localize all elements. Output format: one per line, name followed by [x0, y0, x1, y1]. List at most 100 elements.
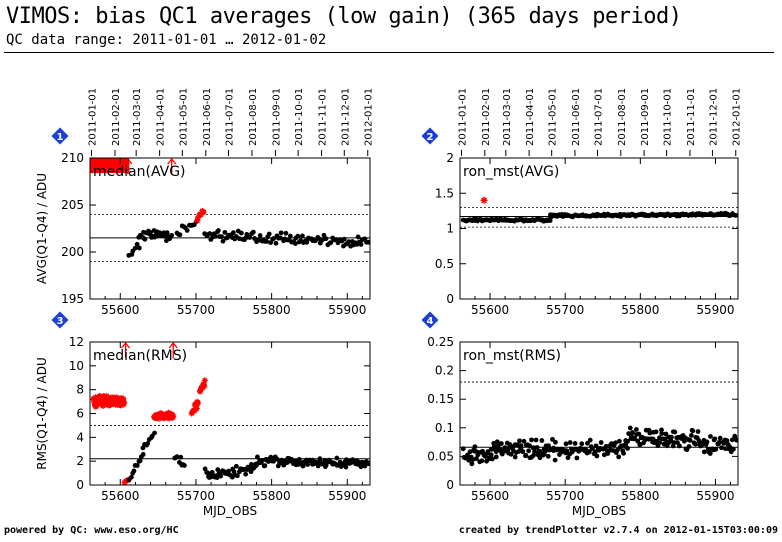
data-point — [367, 240, 372, 245]
panel-number: 1 — [57, 132, 64, 143]
x-tick-label: 55700 — [546, 303, 584, 317]
data-point — [334, 456, 339, 461]
y-tick-label: 2 — [446, 151, 454, 165]
date-tick-label: 2011-09-01 — [271, 88, 282, 146]
date-tick-label: 2011-03-01 — [132, 88, 143, 146]
data-point — [132, 469, 137, 474]
x-tick-label: 55800 — [253, 303, 291, 317]
x-tick-label: 55800 — [621, 489, 659, 503]
data-point — [708, 434, 713, 439]
y-tick-label: 1 — [446, 222, 454, 236]
data-point — [461, 446, 466, 451]
y-axis-label: AVG(Q1-Q4) / ADU — [35, 173, 49, 284]
chart-panel-2: 55600 55700 55800 55900 0 0.5 1 1.5 2 2011-01-01 2… — [422, 88, 743, 317]
data-point — [687, 444, 692, 449]
footer-created-by: created by trendPlotter v2.7.4 on 2012-0… — [459, 525, 778, 536]
date-tick-label: 2011-02-01 — [111, 88, 122, 146]
data-point — [185, 228, 190, 233]
data-point — [262, 463, 267, 468]
data-point — [137, 246, 142, 251]
data-point — [677, 444, 682, 449]
y-tick-label: 0.05 — [427, 449, 454, 463]
date-tick-label: 2011-05-01 — [548, 88, 559, 146]
date-tick-label: 2011-07-01 — [224, 88, 235, 146]
outlier-point — [481, 197, 488, 204]
data-point — [634, 427, 639, 432]
data-point — [526, 448, 531, 453]
data-point — [219, 234, 224, 239]
data-point — [725, 438, 730, 443]
x-tick-label: 55700 — [546, 489, 584, 503]
outlier-point — [121, 399, 127, 405]
data-point — [713, 447, 718, 452]
data-point — [539, 438, 544, 443]
date-tick-label: 2011-12-01 — [708, 88, 719, 146]
data-point — [304, 240, 309, 245]
data-point — [690, 428, 695, 433]
date-tick-label: 2011-10-01 — [663, 88, 674, 146]
y-tick-label: 8 — [76, 383, 84, 397]
panel-label: median(AVG) — [93, 164, 186, 180]
data-point — [152, 431, 157, 436]
y-tick-label: 0.1 — [435, 421, 454, 435]
x-axis-label: MJD_OBS — [203, 504, 257, 518]
y-tick-label: 0 — [76, 478, 84, 492]
x-axis-label: MJD_OBS — [572, 504, 626, 518]
data-point — [712, 436, 717, 441]
data-point — [588, 438, 593, 443]
data-point — [534, 438, 539, 443]
date-tick-label: 2011-02-01 — [481, 88, 492, 146]
chart-panel-1: 55600 55700 55800 559001952002052102011-01-… — [35, 88, 375, 317]
data-point — [568, 440, 573, 445]
y-tick-label: 0.15 — [427, 392, 454, 406]
data-point — [129, 475, 134, 480]
data-point — [284, 231, 289, 236]
y-tick-label: 10 — [69, 359, 84, 373]
data-point — [499, 441, 504, 446]
data-point — [594, 454, 599, 459]
date-tick-label: 2011-01-01 — [88, 88, 99, 146]
panel-label: ron_mst(AVG) — [463, 164, 559, 180]
y-tick-label: 0.5 — [435, 257, 454, 271]
panel-label: ron_mst(RMS) — [463, 348, 561, 364]
data-point — [243, 472, 248, 477]
data-point — [344, 465, 349, 470]
chart-panel-4: 55600 55700 55800 5590000.050.10.150.20.25r… — [422, 312, 740, 518]
data-point — [625, 446, 630, 451]
data-point — [141, 452, 146, 457]
y-tick-label: 0 — [446, 478, 454, 492]
data-point — [295, 234, 300, 239]
date-tick-label: 2011-05-01 — [178, 88, 189, 146]
y-tick-label: 0.25 — [427, 335, 454, 349]
y-tick-label: 195 — [61, 292, 84, 306]
data-point — [621, 451, 626, 456]
panel-number: 2 — [427, 132, 434, 143]
date-tick-label: 2011-11-01 — [318, 88, 329, 146]
data-point — [628, 426, 633, 431]
date-tick-label: 2011-01-01 — [458, 88, 469, 146]
y-axis-label: RMS(Q1-Q4) / ADU — [35, 357, 49, 470]
date-tick-label: 2011-06-01 — [571, 88, 582, 146]
data-point — [300, 234, 305, 239]
date-tick-label: 2011-08-01 — [617, 88, 628, 146]
data-point — [213, 234, 218, 239]
y-tick-label: 200 — [61, 245, 84, 259]
data-point — [472, 444, 477, 449]
data-point — [672, 430, 677, 435]
data-point — [178, 232, 183, 237]
data-point — [324, 236, 329, 241]
data-point — [469, 461, 474, 466]
data-point — [356, 235, 361, 240]
x-tick-label: 55900 — [328, 303, 366, 317]
x-tick-label: 55800 — [621, 303, 659, 317]
data-point — [494, 455, 499, 460]
data-point — [574, 456, 579, 461]
date-tick-label: 2011-07-01 — [593, 88, 604, 146]
data-point — [731, 447, 736, 452]
charts-canvas: 55600 55700 55800 559001952002052102011-01-… — [0, 0, 782, 542]
data-point — [234, 464, 239, 469]
date-tick-label: 2011-12-01 — [340, 88, 351, 146]
data-point — [696, 429, 701, 434]
data-point — [520, 449, 525, 454]
data-point — [279, 230, 284, 235]
